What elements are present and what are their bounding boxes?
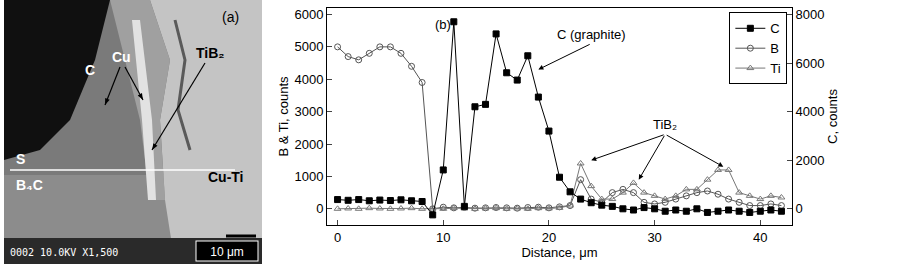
svg-text:30: 30 — [647, 230, 661, 245]
svg-text:(a): (a) — [222, 9, 239, 25]
svg-text:2000: 2000 — [796, 153, 825, 168]
svg-text:C: C — [770, 21, 779, 36]
svg-text:Cu-Ti: Cu-Ti — [208, 169, 244, 185]
svg-text:3000: 3000 — [294, 104, 323, 119]
svg-text:B: B — [770, 41, 779, 56]
svg-text:1000: 1000 — [294, 169, 323, 184]
svg-text:10 μm: 10 μm — [210, 245, 244, 259]
svg-text:6000: 6000 — [796, 56, 825, 71]
svg-text:(b): (b) — [435, 17, 451, 32]
svg-text:C (graphite): C (graphite) — [557, 27, 626, 42]
svg-text:S: S — [16, 151, 25, 167]
svg-text:TiB₂: TiB₂ — [196, 45, 225, 61]
svg-text:2000: 2000 — [294, 137, 323, 152]
svg-text:Distance, μm: Distance, μm — [521, 245, 597, 260]
svg-text:10: 10 — [436, 230, 450, 245]
svg-text:C: C — [85, 62, 95, 78]
svg-text:0002 10.0KV X1,500: 0002 10.0KV X1,500 — [10, 247, 118, 258]
svg-text:40: 40 — [753, 230, 767, 245]
svg-text:0: 0 — [334, 230, 341, 245]
svg-text:B₄C: B₄C — [16, 177, 43, 193]
svg-text:20: 20 — [542, 230, 556, 245]
svg-text:TiB₂: TiB₂ — [653, 117, 677, 132]
svg-text:6000: 6000 — [294, 7, 323, 22]
svg-text:C, counts: C, counts — [825, 89, 840, 144]
svg-text:4000: 4000 — [294, 72, 323, 87]
svg-text:B & Ti, counts: B & Ti, counts — [276, 76, 291, 157]
svg-text:0: 0 — [316, 201, 323, 216]
svg-text:8000: 8000 — [796, 7, 825, 22]
svg-text:Cu: Cu — [112, 49, 131, 65]
svg-text:0: 0 — [796, 201, 803, 216]
svg-text:Ti: Ti — [770, 61, 780, 76]
svg-text:4000: 4000 — [796, 104, 825, 119]
svg-text:5000: 5000 — [294, 39, 323, 54]
